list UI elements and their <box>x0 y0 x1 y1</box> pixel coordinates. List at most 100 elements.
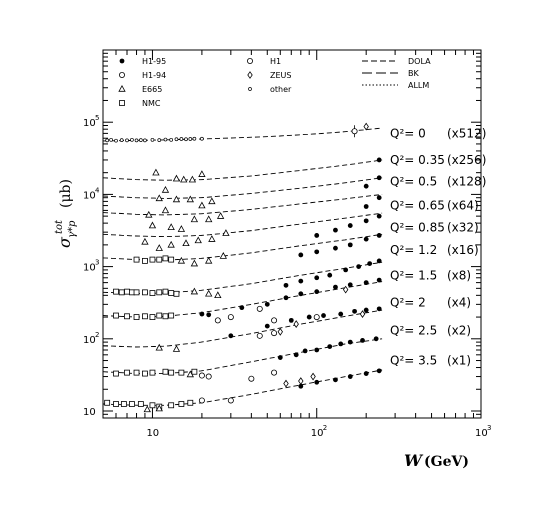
y-axis-label-subscript: γ*p <box>67 220 78 238</box>
data-point <box>205 256 213 264</box>
data-point <box>306 314 312 320</box>
data-point <box>216 212 225 219</box>
data-point <box>363 204 369 209</box>
data-point <box>347 242 353 248</box>
x-tick-label-exponent: 3 <box>487 424 491 432</box>
series-curve <box>102 193 383 216</box>
x-tick-label-base: 10 <box>311 428 324 439</box>
data-point <box>321 313 326 318</box>
data-point <box>314 249 320 255</box>
data-point <box>214 291 222 299</box>
series-curve <box>102 338 383 375</box>
y-tick-label: 10 4 <box>83 186 100 201</box>
data-point <box>219 252 227 259</box>
data-point <box>133 256 140 263</box>
data-point <box>198 170 206 177</box>
data-point <box>376 213 382 219</box>
q2-label: Q²= 0.35 <box>390 153 445 167</box>
y-tick-label: 10 3 <box>83 259 99 274</box>
data-point <box>360 338 365 343</box>
data-point <box>363 307 369 313</box>
data-point <box>114 138 118 143</box>
data-point <box>298 377 304 385</box>
data-point <box>363 236 369 242</box>
data-point <box>256 305 263 312</box>
series-points <box>152 157 382 193</box>
legend-label: other <box>270 85 292 94</box>
legend-label: NMC <box>142 99 161 108</box>
scale-factor-label: (x512) <box>447 126 486 140</box>
data-point <box>124 288 130 295</box>
data-point <box>186 195 194 203</box>
legend-label: BK <box>408 69 419 78</box>
data-point <box>200 136 204 141</box>
series-points <box>113 277 382 324</box>
data-point <box>179 137 184 141</box>
data-point <box>124 369 130 376</box>
series-curve <box>102 212 383 238</box>
data-point <box>173 290 180 297</box>
series-points <box>104 368 382 413</box>
data-point <box>191 368 198 375</box>
q2-label: Q²= 2 <box>390 295 426 309</box>
data-point <box>314 347 320 353</box>
q2-label: Q²= 0.65 <box>390 199 445 213</box>
data-point <box>363 122 369 131</box>
q2-label: Q²= 0.5 <box>390 175 437 189</box>
data-point <box>178 369 185 376</box>
legend-label: ZEUS <box>270 71 291 80</box>
data-point <box>150 137 155 142</box>
data-point <box>105 138 110 143</box>
y-tick-label-exponent: 4 <box>95 186 100 194</box>
data-point <box>208 197 216 205</box>
data-point <box>271 330 278 337</box>
data-point <box>271 369 278 376</box>
y-tick-label-base: 10 <box>83 335 96 346</box>
data-point <box>222 229 230 236</box>
data-point <box>187 399 194 406</box>
data-point <box>104 399 111 406</box>
data-point <box>113 370 119 377</box>
data-point <box>155 404 163 412</box>
data-point <box>376 368 382 374</box>
scale-factor-label: (x2) <box>447 324 471 338</box>
data-point <box>184 137 188 142</box>
legend-label: DOLA <box>408 57 431 66</box>
data-point <box>168 290 175 296</box>
data-point <box>133 369 140 376</box>
data-point <box>192 136 197 141</box>
data-point <box>162 368 169 375</box>
data-point <box>168 402 175 409</box>
legend-marker <box>119 58 125 64</box>
data-point <box>302 348 308 354</box>
y-tick-label-base: 10 <box>83 407 96 418</box>
data-point <box>347 223 353 228</box>
y-tick-label: 10 5 <box>83 114 99 129</box>
data-point <box>155 343 163 351</box>
q2-label: Q²= 0.85 <box>390 220 445 234</box>
data-point <box>198 397 205 404</box>
scale-factor-label: (x256) <box>447 153 486 167</box>
legend-label: H1-95 <box>142 57 166 66</box>
data-point <box>156 312 163 319</box>
scale-factor-label: (x32) <box>447 220 479 234</box>
q2-label: Q²= 0 <box>390 126 426 140</box>
data-point <box>283 282 289 288</box>
data-point <box>214 317 221 324</box>
data-point <box>327 344 333 349</box>
data-point <box>167 223 175 231</box>
data-point <box>190 259 199 267</box>
series-points <box>141 213 382 251</box>
data-point <box>130 137 134 142</box>
data-point <box>283 295 289 301</box>
y-tick-label-exponent: 3 <box>95 259 99 267</box>
scale-factor-label: (x1) <box>447 354 471 368</box>
data-point <box>149 314 156 320</box>
q2-label: Q²= 3.5 <box>390 354 437 368</box>
data-point <box>376 258 382 264</box>
data-point <box>155 244 163 251</box>
data-point <box>177 256 186 264</box>
data-point <box>194 236 202 244</box>
y-tick-label-base: 10 <box>83 118 96 129</box>
q2-label: Q²= 1.2 <box>390 243 437 257</box>
